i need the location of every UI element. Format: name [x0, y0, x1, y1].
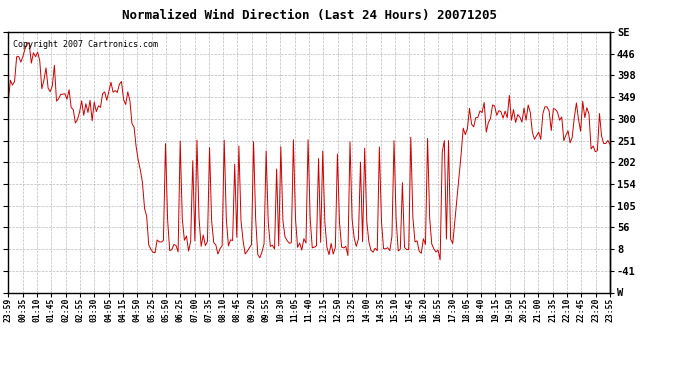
Text: Copyright 2007 Cartronics.com: Copyright 2007 Cartronics.com: [13, 40, 158, 49]
Text: Normalized Wind Direction (Last 24 Hours) 20071205: Normalized Wind Direction (Last 24 Hours…: [121, 9, 497, 22]
